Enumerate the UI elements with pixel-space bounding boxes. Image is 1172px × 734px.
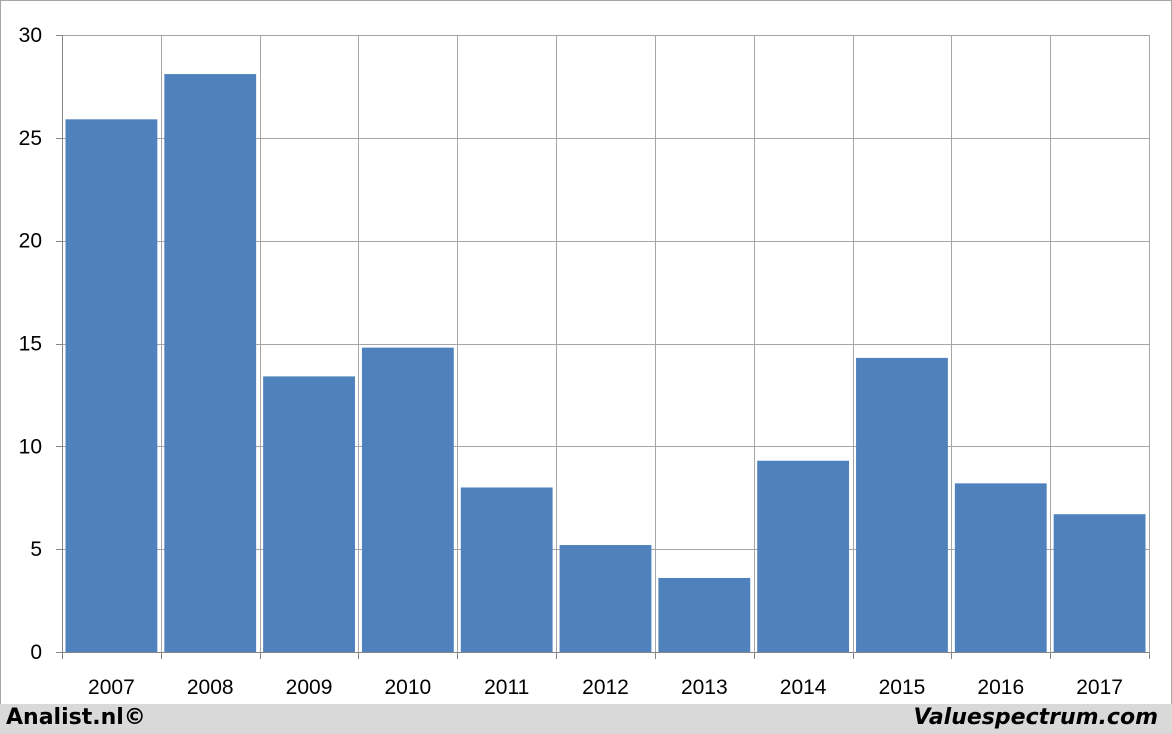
x-tick-label: 2012 — [582, 676, 629, 699]
x-tick-labels: 2007 2008 2009 2010 2011 2012 2013 2014 2015 2016… — [88, 676, 1123, 699]
bar-2007 — [65, 119, 158, 652]
bar-2017 — [1053, 514, 1146, 652]
x-tick-label: 2015 — [879, 676, 926, 699]
bar-2012 — [559, 545, 652, 652]
chart-frame: 0 5 10 15 20 25 30 2007 2008 2009 2010 2011 2012 201… — [0, 0, 1172, 705]
grid-lines — [62, 35, 1150, 652]
y-tick-label: 10 — [19, 435, 42, 458]
x-tick-label: 2016 — [977, 676, 1024, 699]
bar-2014 — [757, 460, 850, 652]
x-tick-label: 2014 — [780, 676, 827, 699]
bar-2010 — [361, 347, 454, 652]
bar-2015 — [856, 357, 948, 652]
y-tick-label: 0 — [30, 641, 42, 664]
footer-source-right: Valuespectrum.com — [913, 705, 1158, 730]
y-tick-label: 5 — [30, 538, 42, 561]
x-tick-label: 2010 — [385, 676, 432, 699]
y-tick-label: 15 — [19, 333, 42, 356]
x-tick-label: 2007 — [88, 676, 135, 699]
bar-2009 — [263, 376, 355, 652]
bar-2013 — [658, 577, 751, 652]
bar-2011 — [460, 487, 553, 652]
y-tick-label: 20 — [19, 230, 42, 253]
bars — [65, 74, 1146, 653]
axes — [56, 35, 1150, 659]
y-tick-label: 30 — [19, 24, 42, 47]
x-tick-label: 2013 — [681, 676, 728, 699]
x-tick-label: 2008 — [187, 676, 234, 699]
bar-chart: 0 5 10 15 20 25 30 2007 2008 2009 2010 2011 2012 201… — [19, 24, 1150, 699]
bar-2016 — [954, 483, 1047, 652]
footer-source-left: Analist.nl© — [6, 705, 146, 730]
y-tick-labels: 0 5 10 15 20 25 30 — [19, 24, 42, 664]
bar-2008 — [164, 74, 257, 653]
y-tick-label: 25 — [19, 127, 42, 150]
x-tick-label: 2011 — [484, 676, 529, 699]
footer-bar: Analist.nl© Valuespectrum.com — [0, 704, 1172, 734]
x-tick-label: 2009 — [286, 676, 333, 699]
x-tick-label: 2017 — [1076, 676, 1123, 699]
